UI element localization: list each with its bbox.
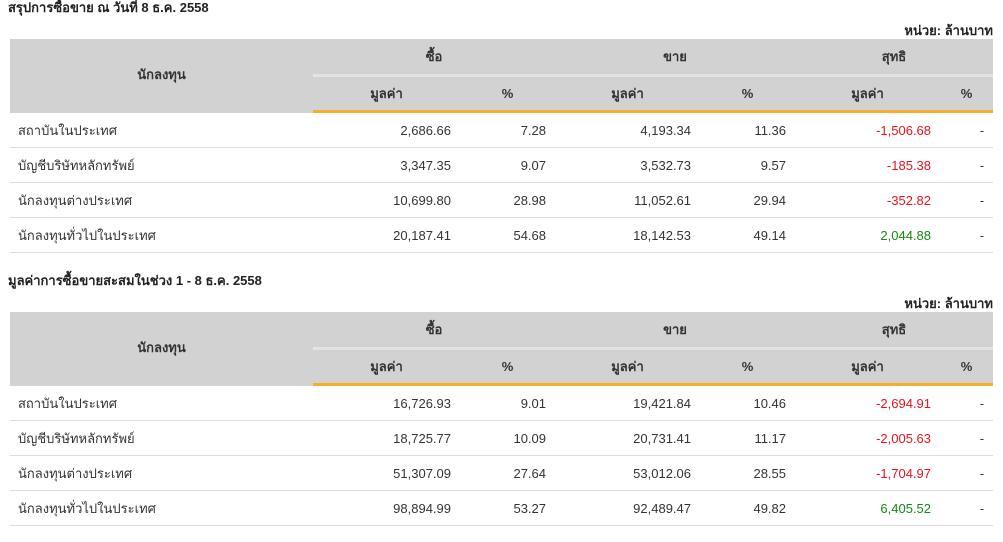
sell-value-cell: 11,052.61 xyxy=(555,182,701,218)
net-pct-cell: - xyxy=(940,384,994,421)
subheader-pct: % xyxy=(940,74,994,113)
table-row: สถาบันในประเทศ 16,726.93 9.01 19,421.84 10.4… xyxy=(10,384,994,421)
net-pct-cell: - xyxy=(940,147,994,183)
net-pct-cell: - xyxy=(940,420,994,456)
header-investor: นักลงทุน xyxy=(10,39,313,113)
table-row: นักลงทุนต่างประเทศ 10,699.80 28.98 11,052.6… xyxy=(10,182,994,218)
sell-value-cell: 3,532.73 xyxy=(555,147,701,183)
sell-value-cell: 20,731.41 xyxy=(555,420,701,456)
sell-value-cell: 92,489.47 xyxy=(555,490,701,526)
summary-section: มูลค่าการซื้อขายสะสมในช่วง 1 - 8 ธ.ค. 25… xyxy=(8,273,994,526)
sell-pct-cell: 9.57 xyxy=(700,147,796,183)
header-buy: ซื้อ xyxy=(313,312,556,349)
net-pct-cell: - xyxy=(940,182,994,218)
sell-value-cell: 19,421.84 xyxy=(555,384,701,421)
buy-value-cell: 98,894.99 xyxy=(313,490,460,526)
buy-value-cell: 20,187.41 xyxy=(313,217,460,253)
header-buy: ซื้อ xyxy=(313,39,556,76)
subheader-value: มูลค่า xyxy=(795,347,941,386)
buy-value-cell: 3,347.35 xyxy=(313,147,460,183)
buy-value-cell: 51,307.09 xyxy=(313,455,460,491)
investor-name: สถาบันในประเทศ xyxy=(10,111,313,148)
net-value-cell: -185.38 xyxy=(795,147,941,183)
trading-table: นักลงทุน ซื้อ ขาย สุทธิ มูลค่า% มูลค่า% มู… xyxy=(10,312,994,526)
unit-label: หน่วย: ล้านบาท xyxy=(904,296,993,311)
net-pct-cell: - xyxy=(940,490,994,526)
subheader-pct: % xyxy=(460,74,556,113)
header-sell: ขาย xyxy=(555,312,796,349)
summary-section: สรุปการซื้อขาย ณ วันที่ 8 ธ.ค. 2558 หน่ว… xyxy=(8,0,994,253)
net-value-cell: -1,506.68 xyxy=(795,111,941,148)
buy-pct-cell: 54.68 xyxy=(460,217,556,253)
subheader-pct: % xyxy=(940,347,994,386)
sell-pct-cell: 29.94 xyxy=(700,182,796,218)
subheader-pct: % xyxy=(700,74,796,113)
buy-value-cell: 10,699.80 xyxy=(313,182,460,218)
table-row: นักลงทุนทั่วไปในประเทศ 20,187.41 54.68 18,1… xyxy=(10,217,994,253)
buy-value-cell: 18,725.77 xyxy=(313,420,460,456)
sell-value-cell: 18,142.53 xyxy=(555,217,701,253)
net-pct-cell: - xyxy=(940,217,994,253)
subheader-pct: % xyxy=(460,347,556,386)
sell-pct-cell: 49.14 xyxy=(700,217,796,253)
subheader-value: มูลค่า xyxy=(555,347,701,386)
subheader-value: มูลค่า xyxy=(313,347,460,386)
investor-name: นักลงทุนทั่วไปในประเทศ xyxy=(10,217,313,253)
buy-pct-cell: 9.07 xyxy=(460,147,556,183)
buy-value-cell: 2,686.66 xyxy=(313,111,460,148)
investor-name: นักลงทุนต่างประเทศ xyxy=(10,182,313,218)
table-row: นักลงทุนทั่วไปในประเทศ 98,894.99 53.27 92,4… xyxy=(10,490,994,526)
header-sell: ขาย xyxy=(555,39,796,76)
buy-value-cell: 16,726.93 xyxy=(313,384,460,421)
net-value-cell: -2,694.91 xyxy=(795,384,941,421)
header-net: สุทธิ xyxy=(795,39,994,76)
section-title: มูลค่าการซื้อขายสะสมในช่วง 1 - 8 ธ.ค. 25… xyxy=(8,273,262,288)
subheader-value: มูลค่า xyxy=(795,74,941,113)
buy-pct-cell: 7.28 xyxy=(460,111,556,148)
net-value-cell: -1,704.97 xyxy=(795,455,941,491)
investor-name: บัญชีบริษัทหลักทรัพย์ xyxy=(10,420,313,456)
sell-value-cell: 53,012.06 xyxy=(555,455,701,491)
investor-name: นักลงทุนทั่วไปในประเทศ xyxy=(10,490,313,526)
header-net: สุทธิ xyxy=(795,312,994,349)
buy-pct-cell: 9.01 xyxy=(460,384,556,421)
investor-name: นักลงทุนต่างประเทศ xyxy=(10,455,313,491)
table-row: บัญชีบริษัทหลักทรัพย์ 3,347.35 9.07 3,532.7… xyxy=(10,147,994,183)
net-value-cell: 6,405.52 xyxy=(795,490,941,526)
header-investor: นักลงทุน xyxy=(10,312,313,386)
net-pct-cell: - xyxy=(940,455,994,491)
sell-value-cell: 4,193.34 xyxy=(555,111,701,148)
sell-pct-cell: 11.36 xyxy=(700,111,796,148)
net-value-cell: 2,044.88 xyxy=(795,217,941,253)
subheader-value: มูลค่า xyxy=(313,74,460,113)
investor-name: บัญชีบริษัทหลักทรัพย์ xyxy=(10,147,313,183)
buy-pct-cell: 27.64 xyxy=(460,455,556,491)
unit-label: หน่วย: ล้านบาท xyxy=(904,23,993,38)
table-row: นักลงทุนต่างประเทศ 51,307.09 27.64 53,012.0… xyxy=(10,455,994,491)
net-pct-cell: - xyxy=(940,111,994,148)
buy-pct-cell: 53.27 xyxy=(460,490,556,526)
trading-table: นักลงทุน ซื้อ ขาย สุทธิ มูลค่า% มูลค่า% มู… xyxy=(10,39,994,253)
sell-pct-cell: 10.46 xyxy=(700,384,796,421)
table-row: สถาบันในประเทศ 2,686.66 7.28 4,193.34 11.36-… xyxy=(10,111,994,148)
buy-pct-cell: 28.98 xyxy=(460,182,556,218)
sell-pct-cell: 28.55 xyxy=(700,455,796,491)
section-title: สรุปการซื้อขาย ณ วันที่ 8 ธ.ค. 2558 xyxy=(8,0,209,15)
investor-name: สถาบันในประเทศ xyxy=(10,384,313,421)
net-value-cell: -2,005.63 xyxy=(795,420,941,456)
subheader-pct: % xyxy=(700,347,796,386)
buy-pct-cell: 10.09 xyxy=(460,420,556,456)
sell-pct-cell: 11.17 xyxy=(700,420,796,456)
table-row: บัญชีบริษัทหลักทรัพย์ 18,725.77 10.09 20,73… xyxy=(10,420,994,456)
sell-pct-cell: 49.82 xyxy=(700,490,796,526)
subheader-value: มูลค่า xyxy=(555,74,701,113)
net-value-cell: -352.82 xyxy=(795,182,941,218)
